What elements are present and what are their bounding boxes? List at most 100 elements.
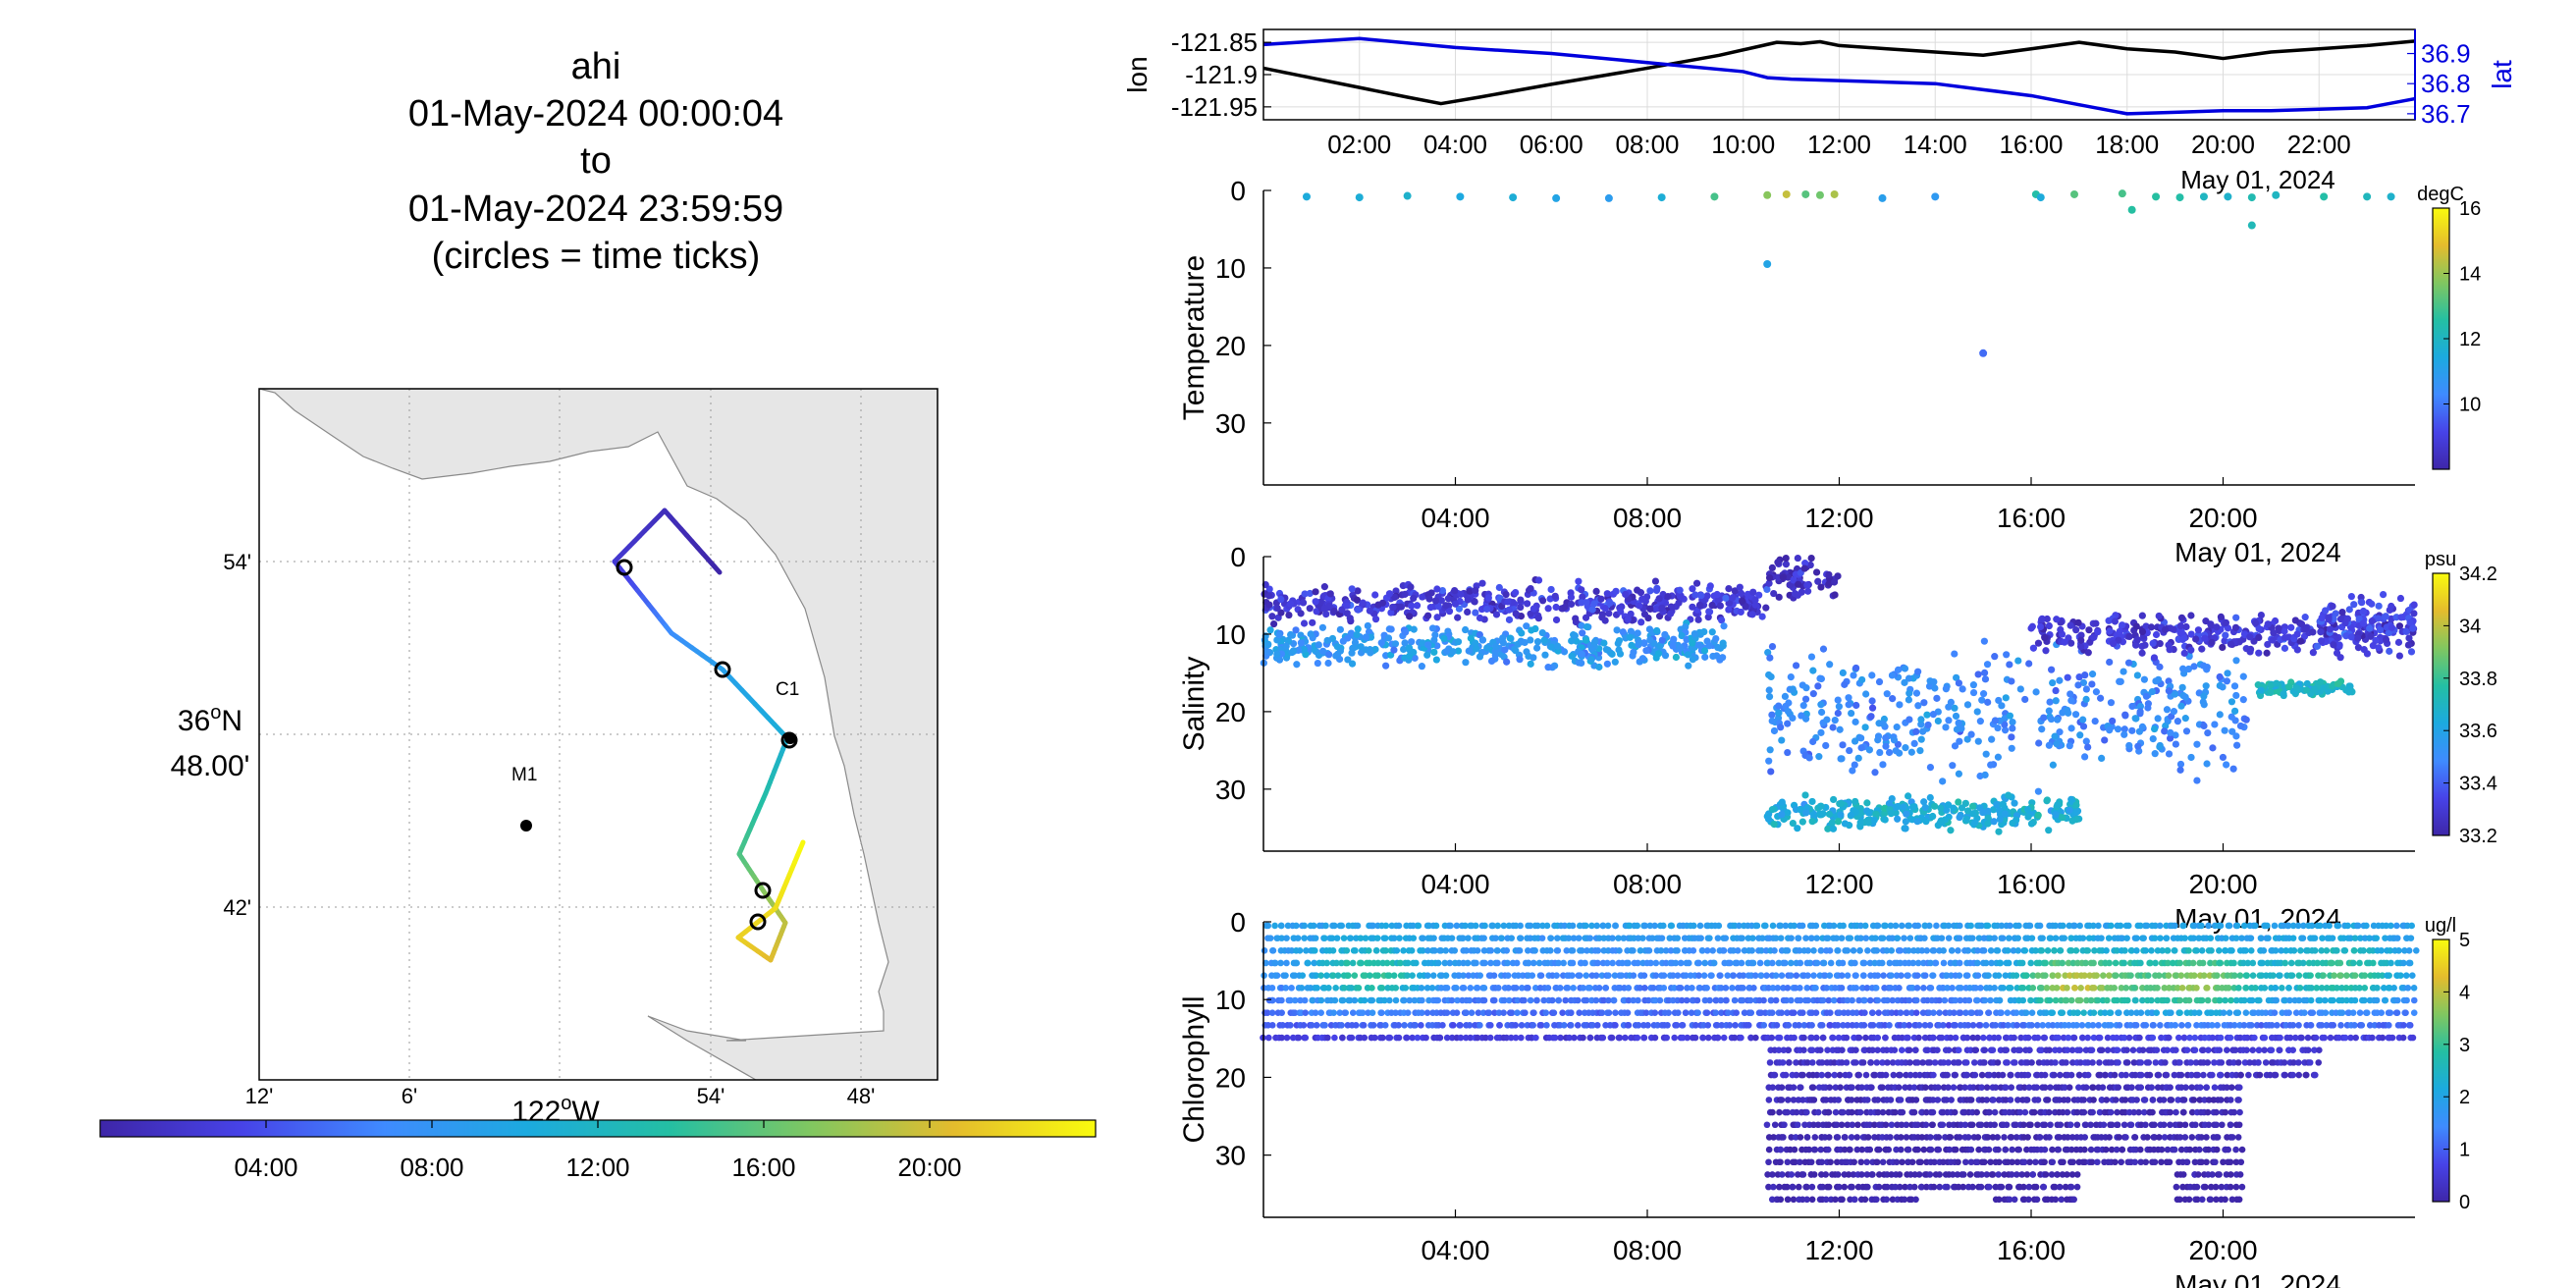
salinity-point: [2098, 754, 2106, 763]
salinity-point: [2291, 617, 2299, 624]
chlorophyll-point: [1807, 935, 1815, 941]
depth-tick-label: 10: [1215, 619, 1246, 650]
salinity-point: [1430, 648, 1438, 656]
salinity-point: [2293, 630, 2301, 638]
station-marker-c1: [784, 732, 796, 744]
salinity-colorbar: [2432, 572, 2450, 836]
chlorophyll-point: [1874, 972, 1882, 979]
salinity-point: [1371, 616, 1380, 623]
chlorophyll-point: [1912, 1009, 1920, 1016]
time-tick-label: 20:00: [2188, 503, 2257, 533]
salinity-point: [1390, 646, 1398, 654]
salinity-point: [1603, 660, 1611, 668]
chlorophyll-point: [1730, 972, 1738, 979]
salinity-point: [1472, 586, 1479, 595]
chlorophyll-point: [1878, 959, 1886, 967]
chlorophyll-point: [1784, 1196, 1792, 1204]
chlorophyll-point: [1457, 1022, 1464, 1029]
chlorophyll-point: [1570, 935, 1578, 941]
salinity-point: [1603, 590, 1611, 598]
salinity-point: [1325, 651, 1333, 659]
salinity-point: [1424, 641, 1432, 649]
chlorophyll-point: [1298, 985, 1306, 992]
chlorophyll-point: [1994, 1134, 2002, 1141]
salinity-point: [2382, 613, 2389, 620]
chlorophyll-point: [1746, 996, 1754, 1004]
chlorophyll-point: [1261, 947, 1268, 954]
salinity-point: [1717, 617, 1726, 624]
salinity-point: [1320, 605, 1328, 613]
salinity-point: [1472, 609, 1479, 617]
salinity-point: [1953, 725, 1961, 733]
salinity-point: [1912, 727, 1920, 735]
chlorophyll-point: [1874, 1046, 1881, 1053]
time-tick-label: 18:00: [2095, 130, 2159, 159]
salinity-point: [2221, 726, 2228, 734]
chlorophyll-point: [1834, 1134, 1842, 1141]
chlorophyll-point: [1844, 972, 1852, 979]
chlorophyll-point: [1464, 959, 1472, 967]
salinity-point: [1387, 609, 1395, 617]
chlorophyll-point: [1784, 1108, 1791, 1116]
salinity-point: [1695, 601, 1704, 609]
salinity-point: [1765, 686, 1773, 694]
salinity-point: [1765, 757, 1773, 765]
chlorophyll-point: [1560, 1022, 1568, 1029]
chlorophyll-point: [1765, 1146, 1773, 1154]
salinity-point: [1505, 616, 1514, 623]
chlorophyll-point: [1466, 996, 1474, 1004]
chlorophyll-point: [1832, 1108, 1840, 1116]
temperature-point: [1710, 192, 1719, 201]
time-tick-label: 20:00: [2188, 869, 2257, 899]
salinity-point: [2154, 715, 2162, 723]
salinity-point: [2167, 728, 2174, 736]
salinity-point: [1784, 748, 1792, 757]
chlorophyll-point: [1812, 922, 1820, 930]
time-tick-label: 08:00: [1613, 503, 1682, 533]
chlorophyll-point: [1291, 996, 1299, 1004]
chlorophyll-point: [1785, 1022, 1793, 1029]
salinity-point: [1299, 599, 1308, 607]
chlorophyll-point: [1575, 935, 1583, 941]
chlorophyll-point: [1977, 1183, 1985, 1191]
date-label: May 01, 2024: [2174, 903, 2341, 934]
salinity-point: [2216, 711, 2224, 719]
salinity-point: [2332, 610, 2339, 617]
chlorophyll-point: [1956, 1084, 1963, 1092]
chlorophyll-point: [1268, 985, 1276, 992]
salinity-point: [1969, 688, 1978, 697]
chlorophyll-point: [1288, 985, 1295, 992]
chlorophyll-point: [2001, 1134, 2008, 1141]
salinity-point: [1578, 650, 1585, 658]
colorbar-tick-label: 33.6: [2459, 721, 2497, 742]
salinity-point: [2187, 612, 2195, 619]
land-mass: [259, 389, 938, 1080]
salinity-point: [1433, 585, 1441, 593]
chlorophyll-point: [1600, 996, 1608, 1004]
salinity-point: [1675, 599, 1683, 607]
salinity-point: [2088, 680, 2096, 688]
chlorophyll-point: [1921, 935, 1928, 941]
salinity-point: [1534, 576, 1543, 584]
chlorophyll-point: [1516, 947, 1524, 954]
salinity-point: [1571, 631, 1579, 640]
title-line-2: 01-May-2024 00:00:04: [408, 93, 783, 134]
chlorophyll-point: [1731, 1034, 1739, 1042]
chlorophyll-point: [1771, 1121, 1779, 1129]
chlorophyll-point: [1339, 1034, 1346, 1042]
chlorophyll-point: [1301, 935, 1308, 941]
chlorophyll-point: [1498, 935, 1505, 941]
chlorophyll-point: [1803, 1183, 1810, 1191]
chlorophyll-point: [1777, 1196, 1785, 1204]
salinity-point: [1604, 646, 1612, 654]
chlorophyll-point: [1777, 935, 1785, 941]
chlorophyll-point: [1992, 1084, 2000, 1092]
salinity-point: [1953, 673, 1960, 681]
time-colorbar-tick-label: 08:00: [400, 1153, 463, 1182]
chlorophyll-point: [1927, 985, 1935, 992]
chlorophyll-point: [1547, 935, 1555, 941]
salinity-point: [1789, 714, 1797, 723]
salinity-point: [2385, 628, 2393, 637]
chlorophyll-point: [1494, 922, 1501, 930]
chlorophyll-point: [1797, 959, 1804, 967]
